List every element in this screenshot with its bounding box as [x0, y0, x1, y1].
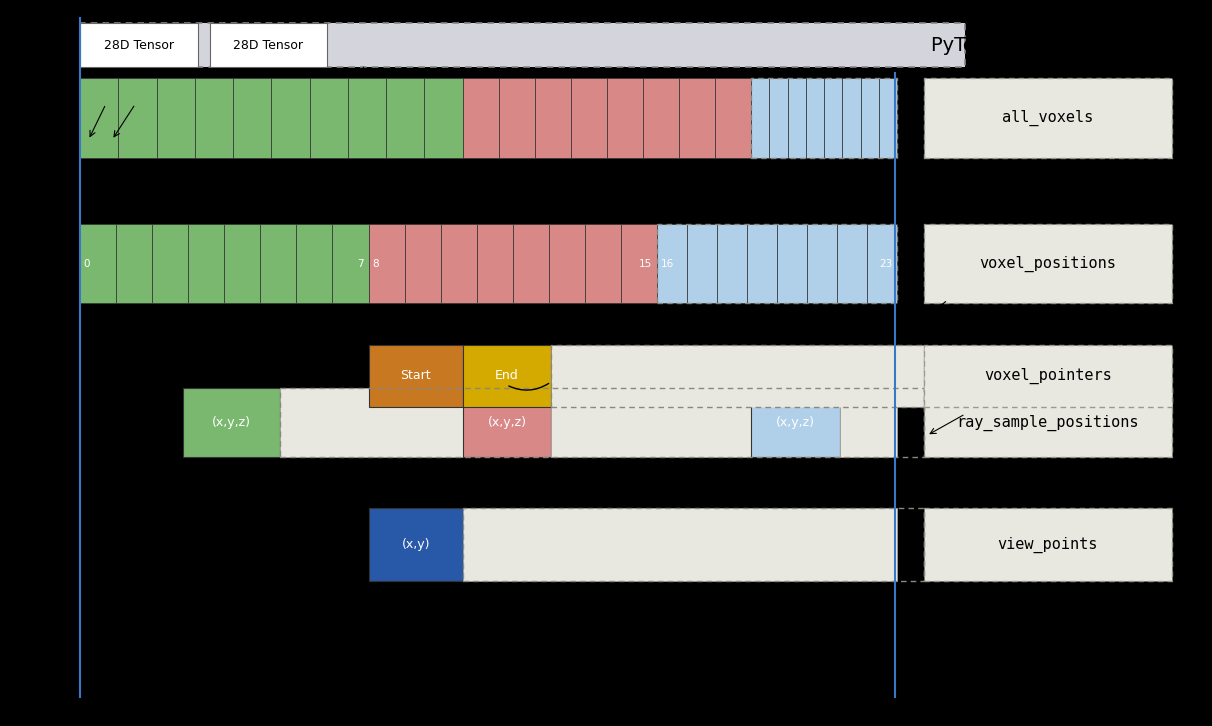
- Bar: [657, 224, 687, 303]
- Text: voxel_positions: voxel_positions: [979, 256, 1116, 272]
- Bar: [424, 78, 463, 158]
- Bar: [747, 224, 777, 303]
- Bar: [463, 508, 897, 581]
- Bar: [463, 508, 925, 581]
- Bar: [842, 78, 861, 158]
- Bar: [387, 78, 424, 158]
- Bar: [153, 224, 188, 303]
- Text: 0: 0: [84, 258, 90, 269]
- Bar: [348, 78, 387, 158]
- Bar: [116, 224, 153, 303]
- Bar: [751, 78, 897, 158]
- Bar: [657, 224, 897, 303]
- Bar: [534, 78, 571, 158]
- Bar: [476, 224, 513, 303]
- Bar: [715, 78, 751, 158]
- Text: view_points: view_points: [997, 537, 1098, 552]
- Bar: [806, 78, 824, 158]
- Bar: [368, 224, 405, 303]
- Bar: [551, 345, 925, 407]
- Bar: [119, 78, 156, 158]
- Bar: [840, 388, 897, 457]
- Bar: [499, 78, 534, 158]
- Text: 28D Tensor: 28D Tensor: [104, 38, 175, 52]
- Bar: [183, 388, 280, 457]
- Bar: [585, 224, 621, 303]
- Bar: [549, 224, 585, 303]
- Bar: [925, 345, 1172, 407]
- Bar: [224, 224, 261, 303]
- Bar: [463, 388, 551, 457]
- Bar: [751, 388, 840, 457]
- Text: 15: 15: [639, 258, 652, 269]
- Bar: [80, 23, 198, 67]
- Text: 28D Tensor: 28D Tensor: [234, 38, 303, 52]
- Bar: [925, 508, 1172, 581]
- Bar: [925, 388, 1172, 457]
- Bar: [513, 224, 549, 303]
- Bar: [368, 345, 463, 407]
- Bar: [368, 508, 463, 581]
- Bar: [644, 78, 679, 158]
- Bar: [188, 224, 224, 303]
- Bar: [332, 224, 368, 303]
- Bar: [607, 78, 644, 158]
- Bar: [280, 388, 463, 457]
- Text: 23: 23: [879, 258, 892, 269]
- Bar: [463, 345, 551, 407]
- Bar: [879, 78, 897, 158]
- Text: (x,y,z): (x,y,z): [776, 417, 814, 429]
- Bar: [441, 224, 476, 303]
- Bar: [297, 224, 332, 303]
- Bar: [837, 224, 867, 303]
- Bar: [463, 78, 499, 158]
- Bar: [80, 224, 116, 303]
- Text: (x,y,z): (x,y,z): [212, 417, 251, 429]
- Bar: [309, 78, 348, 158]
- Bar: [687, 224, 718, 303]
- Bar: [571, 78, 607, 158]
- Bar: [233, 78, 271, 158]
- Text: 7: 7: [358, 258, 364, 269]
- Bar: [867, 224, 897, 303]
- Bar: [621, 224, 657, 303]
- Text: all_voxels: all_voxels: [1002, 110, 1093, 126]
- Text: voxel_pointers: voxel_pointers: [984, 367, 1111, 384]
- Bar: [718, 224, 747, 303]
- Text: Start: Start: [400, 370, 431, 382]
- Bar: [405, 224, 441, 303]
- Bar: [210, 23, 327, 67]
- Bar: [679, 78, 715, 158]
- Bar: [80, 23, 966, 67]
- Bar: [861, 78, 879, 158]
- Bar: [777, 224, 807, 303]
- Bar: [261, 224, 297, 303]
- Bar: [271, 78, 309, 158]
- Bar: [770, 78, 788, 158]
- Bar: [925, 224, 1172, 303]
- Text: 16: 16: [661, 258, 674, 269]
- Bar: [80, 78, 119, 158]
- Text: PyTorch Model Parameters: PyTorch Model Parameters: [931, 36, 1188, 54]
- Bar: [156, 78, 195, 158]
- Bar: [807, 224, 837, 303]
- Text: (x,y,z): (x,y,z): [487, 417, 526, 429]
- Bar: [280, 388, 925, 457]
- Bar: [788, 78, 806, 158]
- Text: (x,y): (x,y): [401, 538, 430, 551]
- Bar: [551, 388, 751, 457]
- Bar: [824, 78, 842, 158]
- Text: ray_sample_positions: ray_sample_positions: [956, 415, 1139, 431]
- Text: 8: 8: [372, 258, 378, 269]
- Text: End: End: [494, 370, 519, 382]
- Bar: [925, 78, 1172, 158]
- Bar: [751, 78, 770, 158]
- Bar: [195, 78, 233, 158]
